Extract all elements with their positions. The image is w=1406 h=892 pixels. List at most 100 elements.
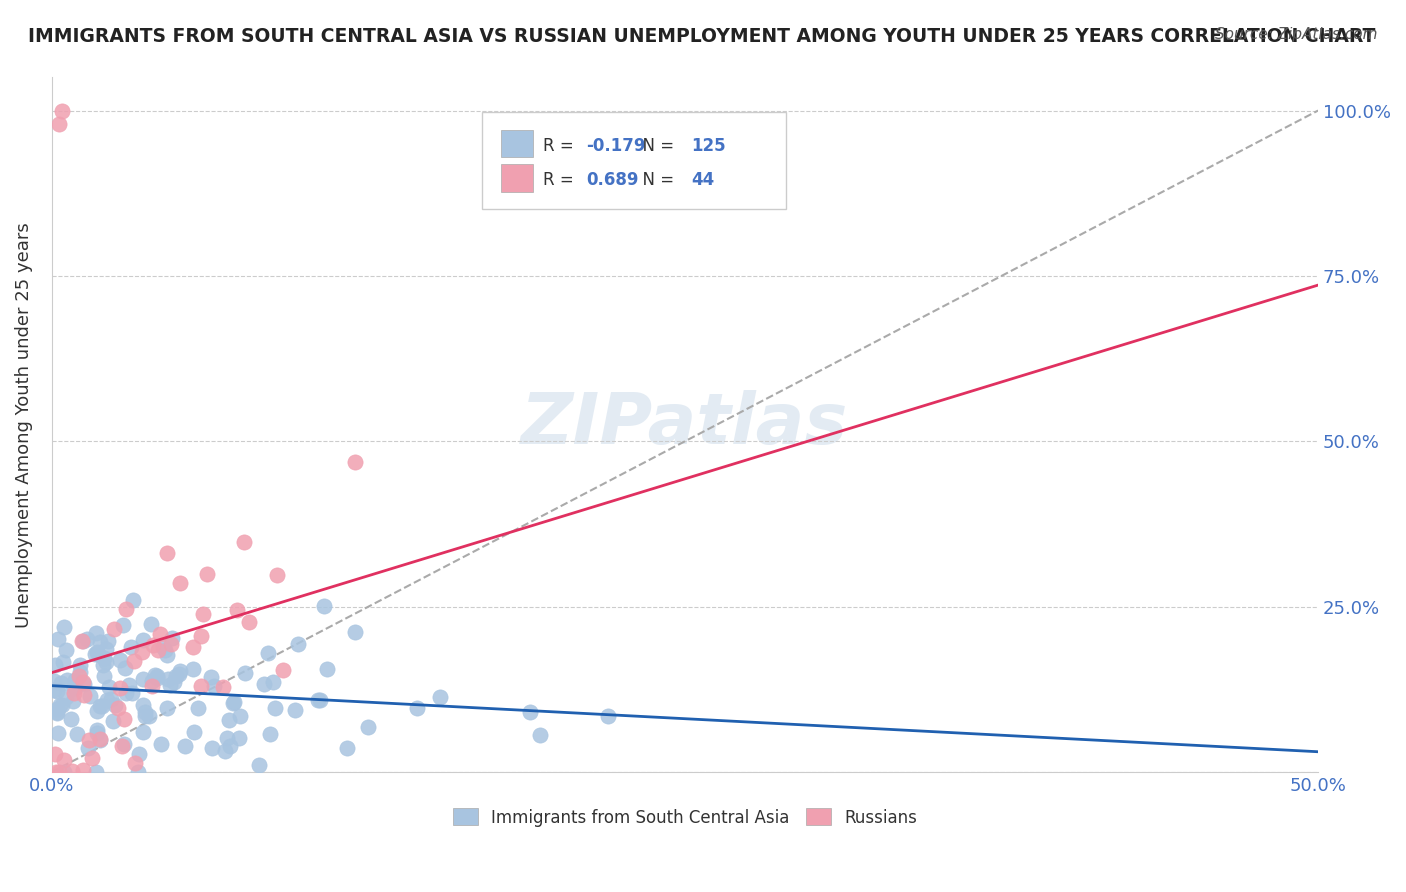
Point	[169, 664, 191, 678]
Point	[44, 747, 66, 762]
FancyBboxPatch shape	[482, 112, 786, 210]
Text: 125: 125	[692, 136, 725, 154]
Point	[60, 764, 83, 779]
Point	[429, 690, 451, 704]
Point	[45, 706, 67, 720]
Point	[141, 680, 163, 694]
Point	[202, 679, 225, 693]
Text: IMMIGRANTS FROM SOUTH CENTRAL ASIA VS RUSSIAN UNEMPLOYMENT AMONG YOUTH UNDER 25 : IMMIGRANTS FROM SOUTH CENTRAL ASIA VS RU…	[28, 27, 1375, 45]
Point	[51, 698, 73, 713]
Point	[343, 454, 366, 468]
Point	[173, 739, 195, 754]
Point	[121, 686, 143, 700]
Point	[218, 739, 240, 754]
Text: R =: R =	[543, 171, 579, 189]
Point	[264, 701, 287, 715]
Point	[110, 681, 132, 695]
Point	[253, 676, 276, 690]
Text: 44: 44	[692, 171, 714, 189]
Point	[167, 667, 190, 681]
Point	[215, 731, 238, 746]
Point	[309, 693, 332, 707]
Point	[114, 602, 136, 616]
Point	[132, 698, 155, 713]
Point	[86, 723, 108, 738]
Point	[183, 662, 205, 676]
Point	[187, 700, 209, 714]
Point	[77, 740, 100, 755]
Point	[98, 680, 121, 694]
Point	[86, 645, 108, 659]
Point	[49, 676, 72, 690]
Point	[69, 658, 91, 673]
Point	[406, 701, 429, 715]
Point	[72, 634, 94, 648]
Point	[138, 708, 160, 723]
Point	[190, 679, 212, 693]
Point	[110, 739, 132, 753]
Point	[233, 665, 256, 680]
Point	[343, 624, 366, 639]
Point	[62, 680, 84, 694]
Point	[84, 765, 107, 780]
Point	[89, 732, 111, 747]
Point	[307, 692, 329, 706]
Point	[69, 668, 91, 682]
Point	[101, 714, 124, 728]
Point	[195, 567, 218, 582]
Point	[157, 672, 180, 686]
Point	[72, 763, 94, 777]
Point	[314, 599, 336, 614]
Point	[143, 668, 166, 682]
Point	[183, 724, 205, 739]
Point	[134, 708, 156, 723]
Point	[212, 680, 235, 694]
Point	[60, 712, 83, 726]
Point	[49, 698, 72, 712]
Text: N =: N =	[631, 136, 679, 154]
Point	[63, 673, 86, 687]
Point	[131, 673, 153, 687]
Point	[156, 546, 179, 560]
Point	[97, 634, 120, 648]
Point	[200, 669, 222, 683]
Point	[218, 713, 240, 727]
Point	[259, 727, 281, 741]
Point	[142, 638, 165, 652]
Point	[96, 641, 118, 656]
Point	[165, 668, 187, 682]
Point	[52, 656, 75, 670]
Y-axis label: Unemployment Among Youth under 25 years: Unemployment Among Youth under 25 years	[15, 222, 32, 628]
Point	[257, 646, 280, 660]
Point	[357, 720, 380, 734]
Point	[152, 640, 174, 655]
Point	[160, 632, 183, 646]
Point	[181, 640, 204, 654]
Point	[56, 673, 79, 687]
Point	[156, 700, 179, 714]
Point	[271, 663, 294, 677]
Point	[222, 696, 245, 710]
Point	[93, 669, 115, 683]
Point	[66, 727, 89, 741]
Point	[108, 652, 131, 666]
Point	[44, 765, 66, 780]
Point	[266, 567, 288, 582]
Point	[112, 737, 135, 751]
Point	[93, 650, 115, 665]
Point	[134, 705, 156, 719]
Point	[148, 643, 170, 657]
Point	[214, 744, 236, 758]
Point	[107, 700, 129, 714]
Point	[169, 576, 191, 591]
Point	[139, 617, 162, 632]
Point	[104, 698, 127, 713]
Point	[55, 690, 77, 705]
Point	[89, 634, 111, 648]
Point	[52, 765, 75, 780]
Legend: Immigrants from South Central Asia, Russians: Immigrants from South Central Asia, Russ…	[446, 802, 924, 833]
Point	[287, 637, 309, 651]
Point	[73, 676, 96, 690]
Text: ZIPatlas: ZIPatlas	[522, 390, 849, 459]
Point	[100, 692, 122, 706]
